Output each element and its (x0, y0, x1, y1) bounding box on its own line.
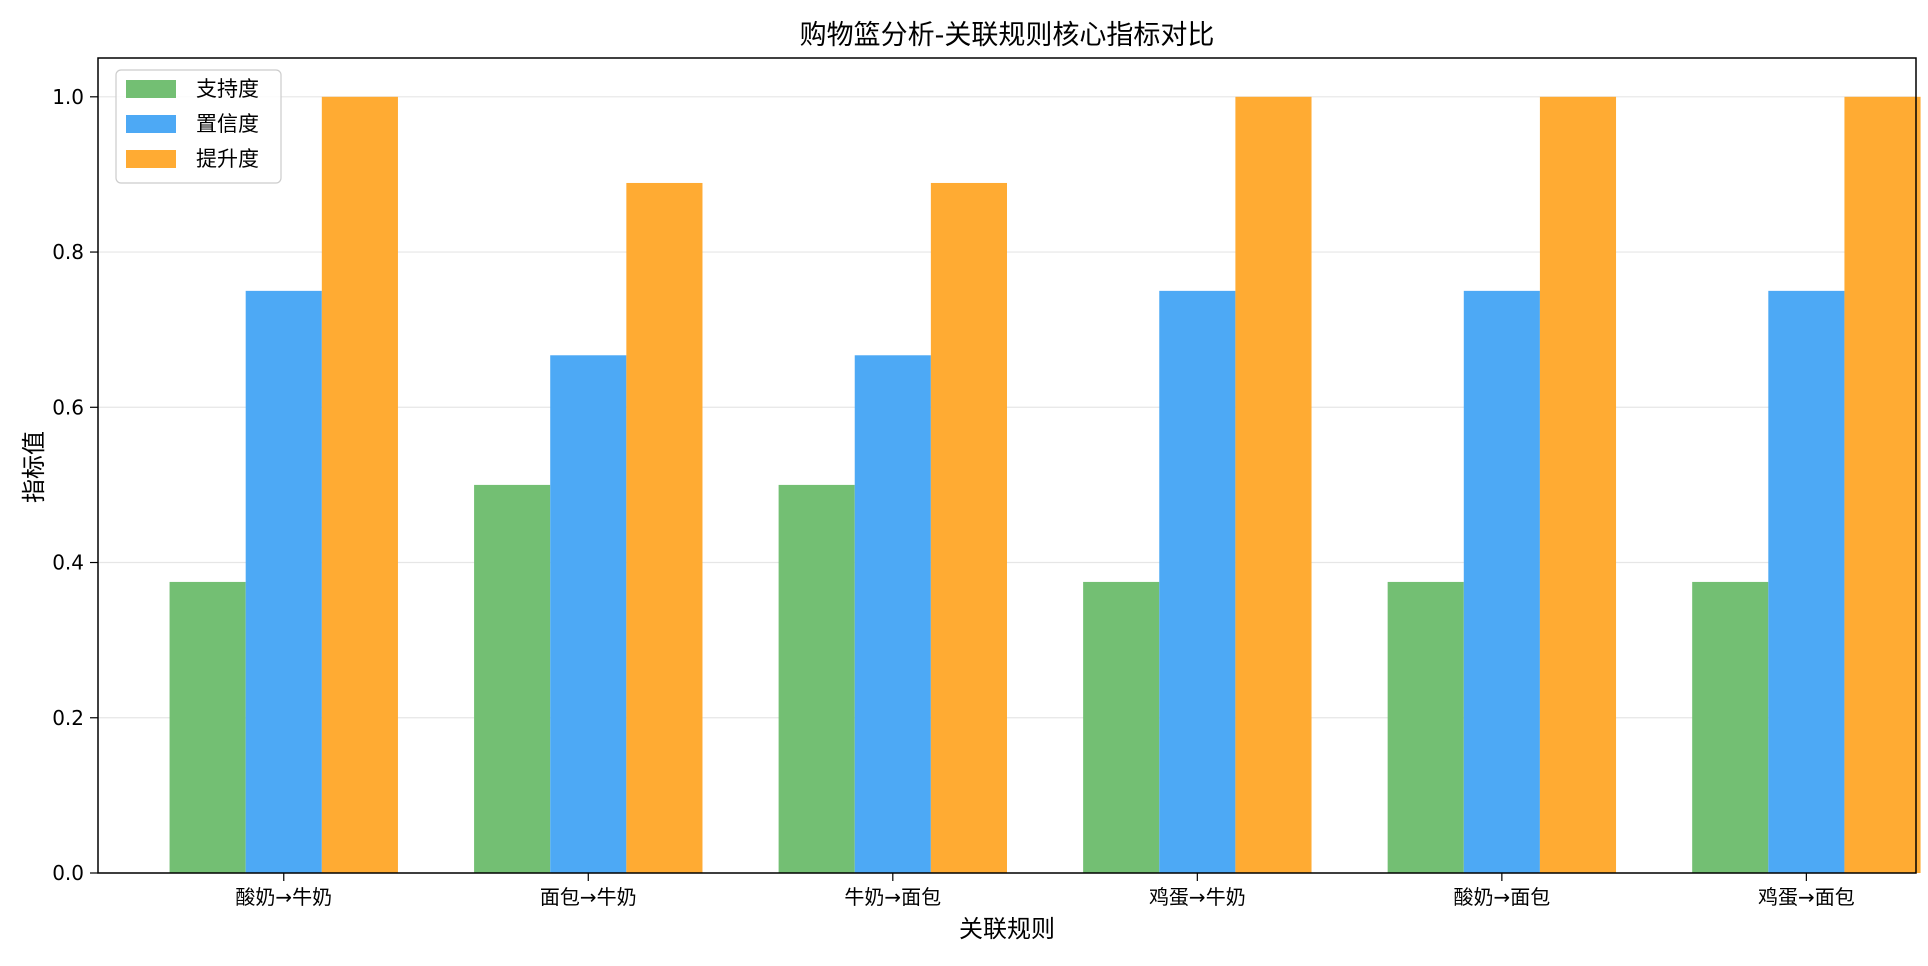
bar-1-4 (1083, 581, 1160, 873)
bar-1-6 (1692, 581, 1769, 873)
plot-area-frame (97, 57, 1917, 874)
bar-1-5 (1387, 581, 1464, 873)
bar-2-2 (550, 355, 627, 873)
bar-3-2 (626, 182, 703, 873)
legend-label: 置信度 (196, 112, 259, 136)
x-tick-label: 面包→牛奶 (540, 885, 637, 909)
bar-1-3 (778, 484, 855, 873)
bar-2-1 (245, 290, 322, 873)
legend-label: 支持度 (196, 77, 259, 101)
bar-1-2 (474, 484, 551, 873)
bar-3-1 (321, 96, 398, 874)
y-tick-label: 0.6 (52, 395, 84, 419)
x-tick-label: 鸡蛋→面包 (1758, 885, 1855, 909)
x-tick-label: 鸡蛋→牛奶 (1149, 885, 1246, 909)
y-tick-label: 1.0 (52, 85, 84, 109)
bar-2-6 (1768, 290, 1845, 873)
x-tick-label: 牛奶→面包 (844, 885, 941, 909)
x-tick-label: 酸奶→牛奶 (235, 885, 332, 909)
legend-label: 提升度 (196, 147, 259, 171)
bars (169, 96, 1921, 874)
bar-3-6 (1844, 96, 1921, 874)
bar-2-5 (1463, 290, 1540, 873)
bar-3-3 (930, 182, 1007, 873)
chart-title: 购物篮分析-关联规则核心指标对比 (800, 20, 1215, 51)
y-tick-label: 0.8 (52, 240, 84, 264)
bar-1-1 (169, 581, 246, 873)
y-tick-label: 0.0 (52, 861, 84, 885)
legend-swatch (126, 80, 176, 98)
y-tick-label: 0.2 (52, 706, 84, 730)
y-axis-label: 指标值 (20, 431, 48, 503)
x-axis-label: 关联规则 (959, 915, 1055, 943)
y-axis-ticks: 0.0 0.2 0.4 0.6 0.8 1.0 (52, 85, 98, 885)
bar-2-3 (854, 355, 931, 873)
legend-swatch (126, 150, 176, 168)
legend-swatch (126, 115, 176, 133)
bar-3-4 (1235, 96, 1312, 874)
x-tick-label: 酸奶→面包 (1453, 885, 1550, 909)
bar-3-5 (1539, 96, 1617, 874)
y-tick-label: 0.4 (52, 551, 84, 575)
x-axis-ticks: 酸奶→牛奶 面包→牛奶 牛奶→面包 鸡蛋→牛奶 酸奶→面包 鸡蛋→面包 (235, 873, 1855, 909)
bar-2-4 (1159, 290, 1236, 873)
